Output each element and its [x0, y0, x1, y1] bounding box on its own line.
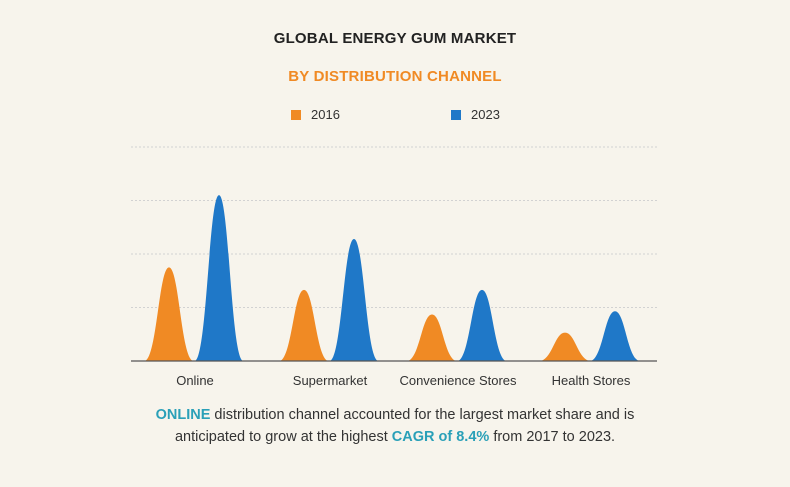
peak-2016-online: [145, 267, 193, 361]
legend-label-2016: 2016: [311, 107, 340, 122]
caption-highlight-online: ONLINE: [155, 407, 211, 423]
legend-swatch-2023: [451, 109, 461, 120]
caption-text-2: anticipated to grow at the highest: [174, 429, 392, 445]
legend-item-2023: 2023: [451, 107, 500, 122]
caption-text-1: distribution channel accounted for the l…: [210, 407, 635, 423]
x-tick-label: Convenience Stores: [399, 373, 517, 388]
legend-label-2023: 2023: [471, 107, 500, 122]
peak-2023-convenience-stores: [458, 289, 506, 361]
chart-caption: ONLINE distribution channel accounted fo…: [0, 404, 790, 448]
legend-item-2016: 2016: [291, 107, 340, 122]
chart-canvas: Online Supermarket Convenience Stores Healt…: [131, 146, 657, 388]
x-tick-labels: Online Supermarket Convenience Stores Healt…: [176, 373, 631, 388]
peak-2016-health-stores: [541, 332, 589, 361]
caption-line-2: anticipated to grow at the highest CAGR …: [0, 426, 790, 448]
caption-highlight-cagr: CAGR of 8.4%: [391, 429, 490, 445]
chart-subtitle: BY DISTRIBUTION CHANNEL: [288, 68, 502, 85]
peak-2023-online: [195, 195, 243, 361]
caption-line-1: ONLINE distribution channel accounted fo…: [0, 404, 790, 426]
chart-marks: [145, 195, 639, 361]
legend-swatch-2016: [291, 109, 301, 120]
peak-2023-supermarket: [330, 239, 378, 361]
x-tick-label: Supermarket: [293, 373, 368, 388]
x-tick-label: Online: [176, 373, 214, 388]
chart-title: GLOBAL ENERGY GUM MARKET: [273, 30, 517, 47]
x-tick-label: Health Stores: [552, 373, 631, 388]
peak-2016-convenience-stores: [408, 314, 456, 361]
caption-text-3: from 2017 to 2023.: [489, 429, 616, 445]
peak-2016-supermarket: [280, 289, 328, 361]
peak-2023-health-stores: [591, 311, 639, 361]
